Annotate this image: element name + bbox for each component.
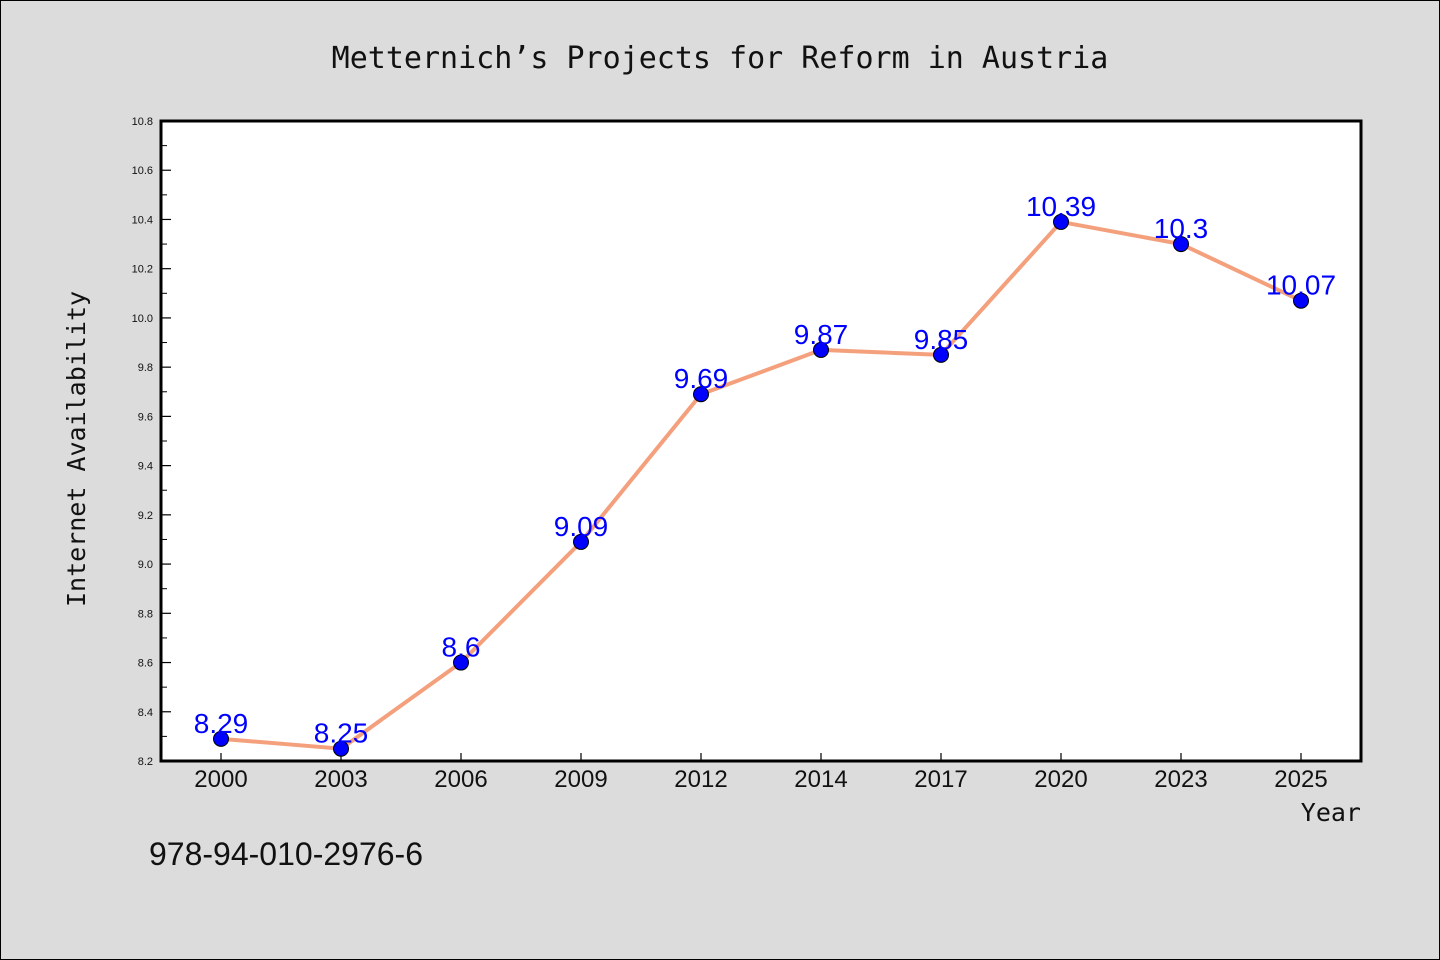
data-label: 10.07: [1266, 270, 1336, 301]
y-tick-label: 9.2: [138, 510, 153, 522]
data-point: [813, 341, 829, 358]
data-point: [1173, 236, 1189, 253]
data-point: [333, 740, 349, 757]
data-label: 8.25: [314, 718, 369, 749]
y-tick-label: 8.6: [138, 658, 153, 670]
data-label: 9.87: [794, 319, 849, 350]
x-tick-label: 2006: [434, 766, 487, 793]
y-axis-label: Internet Availability: [62, 291, 91, 607]
data-label: 8.29: [194, 708, 249, 739]
data-point: [573, 533, 589, 550]
y-tick-label: 8.2: [138, 756, 153, 768]
x-axis-ticks: 2000 2003 2006 2009 2012 2014 2017 2020 2023 2025: [194, 753, 1328, 793]
y-tick-label: 9.4: [138, 461, 153, 473]
data-label: 10.39: [1026, 191, 1096, 222]
y-tick-label: 8.4: [138, 707, 153, 719]
y-tick-label: 9.8: [138, 362, 153, 374]
data-label: 9.09: [554, 511, 609, 542]
x-tick-label: 2014: [794, 766, 847, 793]
data-labels: 8.29 8.25 8.6 9.09 9.69 9.87 9.85 10.39 10.3 10.0…: [194, 191, 1336, 749]
x-tick-label: 2025: [1274, 766, 1327, 793]
y-tick-label: 10.0: [132, 313, 153, 325]
y-tick-label: 10.6: [132, 165, 153, 177]
chart-title: Metternich’s Projects for Reform in Aust…: [332, 41, 1109, 76]
data-label: 9.69: [674, 363, 729, 394]
plot-area: [159, 119, 1363, 763]
y-tick-label: 10.4: [132, 214, 153, 226]
y-axis-ticks: 8.2 8.4 8.6 8.8 9.0 9.2 9.4 9.6 9.8 10.0 10.2 10.4 1…: [132, 116, 171, 768]
x-tick-label: 2000: [194, 766, 247, 793]
x-axis-label: Year: [1301, 798, 1361, 827]
data-point: [1053, 213, 1069, 230]
y-tick-label: 9.6: [138, 411, 153, 423]
data-point: [213, 730, 229, 747]
series-line: [219, 219, 1303, 751]
x-tick-label: 2020: [1034, 766, 1087, 793]
x-tick-label: 2003: [314, 766, 367, 793]
x-tick-label: 2017: [914, 766, 967, 793]
x-tick-label: 2009: [554, 766, 607, 793]
x-tick-label: 2023: [1154, 766, 1207, 793]
data-point: [693, 386, 709, 403]
y-tick-label: 9.0: [138, 559, 153, 571]
data-point: [933, 346, 949, 363]
data-label: 8.6: [442, 632, 481, 663]
y-tick-label: 10.2: [132, 264, 153, 276]
series-group: [213, 213, 1309, 757]
isbn-annotation: 978-94-010-2976-6: [149, 836, 423, 872]
data-label: 10.3: [1154, 213, 1209, 244]
data-label: 9.85: [914, 324, 969, 355]
x-tick-label: 2012: [674, 766, 727, 793]
data-point: [1293, 292, 1309, 309]
y-tick-label: 10.8: [132, 116, 153, 128]
y-tick-label: 8.8: [138, 608, 153, 620]
data-point: [453, 654, 469, 671]
